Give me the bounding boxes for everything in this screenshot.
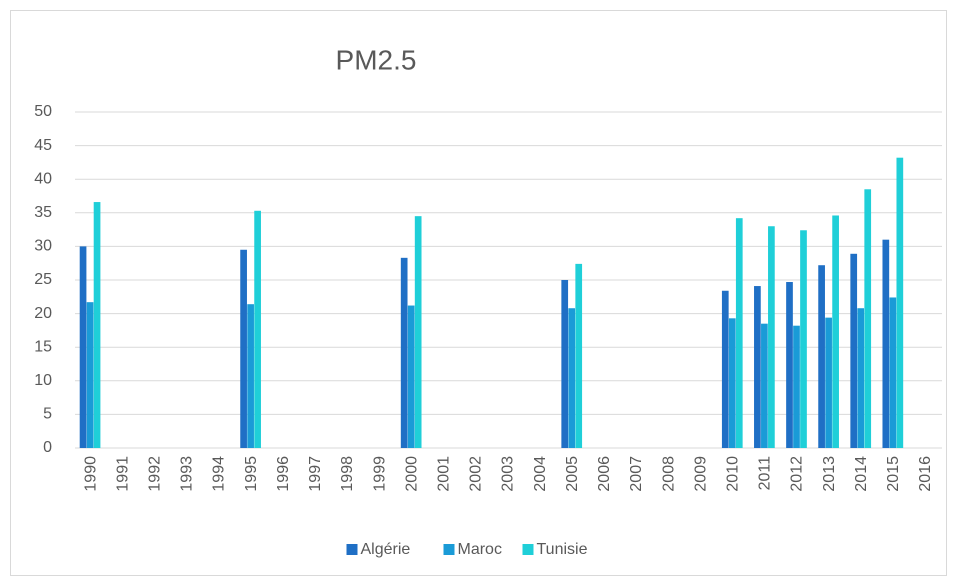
bar xyxy=(575,263,583,448)
x-tick-label: 1996 xyxy=(275,456,292,492)
y-tick-label: 50 xyxy=(34,103,52,120)
legend-label: Maroc xyxy=(458,541,502,558)
bar xyxy=(728,318,736,448)
legend-item: Maroc xyxy=(443,541,502,558)
legend-swatch xyxy=(443,544,455,555)
x-tick-label: 2013 xyxy=(821,456,838,492)
bar xyxy=(568,308,576,448)
bar xyxy=(832,215,839,448)
bar xyxy=(818,265,825,448)
legend-item: Algérie xyxy=(346,541,411,558)
x-tick-label: 1991 xyxy=(114,456,131,492)
bar xyxy=(754,286,761,448)
x-tick-label: 1995 xyxy=(243,456,260,492)
x-tick-label: 2004 xyxy=(532,456,549,492)
x-tick-label: 2001 xyxy=(435,456,452,492)
bar xyxy=(761,323,768,448)
legend-swatch xyxy=(346,544,358,555)
x-tick-label: 2011 xyxy=(757,456,774,491)
x-tick-label: 2009 xyxy=(692,456,709,492)
bar xyxy=(254,210,261,448)
legend-item: Tunisie xyxy=(522,541,588,558)
x-tick-label: 2006 xyxy=(596,456,613,492)
bar xyxy=(857,308,865,448)
x-tick-label: 1994 xyxy=(211,456,228,492)
x-tick-label: 2016 xyxy=(917,456,934,492)
x-tick-label: 2010 xyxy=(724,456,741,492)
bar xyxy=(882,239,890,448)
x-tick-label: 2007 xyxy=(628,456,645,492)
bar xyxy=(407,305,415,448)
y-tick-label: 0 xyxy=(43,439,52,456)
x-tick-label: 2014 xyxy=(853,456,870,492)
y-tick-label: 35 xyxy=(34,204,52,221)
bar xyxy=(240,249,247,448)
legend-swatch xyxy=(522,544,534,555)
x-tick-label: 1999 xyxy=(371,456,388,492)
bar xyxy=(79,246,87,448)
bar xyxy=(850,253,858,448)
bar xyxy=(825,317,832,448)
y-tick-label: 25 xyxy=(34,271,52,288)
bar xyxy=(889,297,897,448)
x-tick-label: 2005 xyxy=(564,456,581,492)
x-tick-label: 1990 xyxy=(82,456,99,492)
chart-title: PM2.5 xyxy=(336,44,417,75)
y-tick-label: 45 xyxy=(34,137,52,154)
x-tick-label: 1997 xyxy=(307,456,324,492)
bar xyxy=(864,189,872,448)
x-tick-label: 2002 xyxy=(468,456,485,492)
bar xyxy=(800,230,807,448)
y-tick-label: 40 xyxy=(34,170,52,187)
bar xyxy=(86,302,94,448)
x-tick-label: 1993 xyxy=(179,456,196,492)
x-tick-label: 1998 xyxy=(339,456,356,492)
bar xyxy=(735,218,743,448)
y-tick-label: 10 xyxy=(34,372,52,389)
x-tick-label: 2003 xyxy=(500,456,517,492)
bar xyxy=(896,157,904,449)
legend-label: Tunisie xyxy=(537,541,588,558)
x-tick-label: 1992 xyxy=(146,456,163,492)
bar xyxy=(93,202,101,448)
bar xyxy=(414,216,422,448)
bar xyxy=(400,257,408,448)
legend-label: Algérie xyxy=(361,541,411,558)
bar xyxy=(561,280,569,448)
bar xyxy=(721,290,729,448)
y-tick-label: 20 xyxy=(34,305,52,322)
x-tick-label: 2000 xyxy=(403,456,420,492)
x-tick-label: 2008 xyxy=(660,456,677,492)
x-tick-label: 2012 xyxy=(789,456,806,492)
bar xyxy=(768,226,775,448)
y-tick-label: 30 xyxy=(34,238,52,255)
x-tick-label: 2015 xyxy=(885,456,902,492)
bar xyxy=(247,304,254,448)
y-tick-label: 15 xyxy=(34,338,52,355)
bar xyxy=(793,325,800,448)
bar xyxy=(786,282,793,448)
y-tick-label: 5 xyxy=(43,406,52,423)
